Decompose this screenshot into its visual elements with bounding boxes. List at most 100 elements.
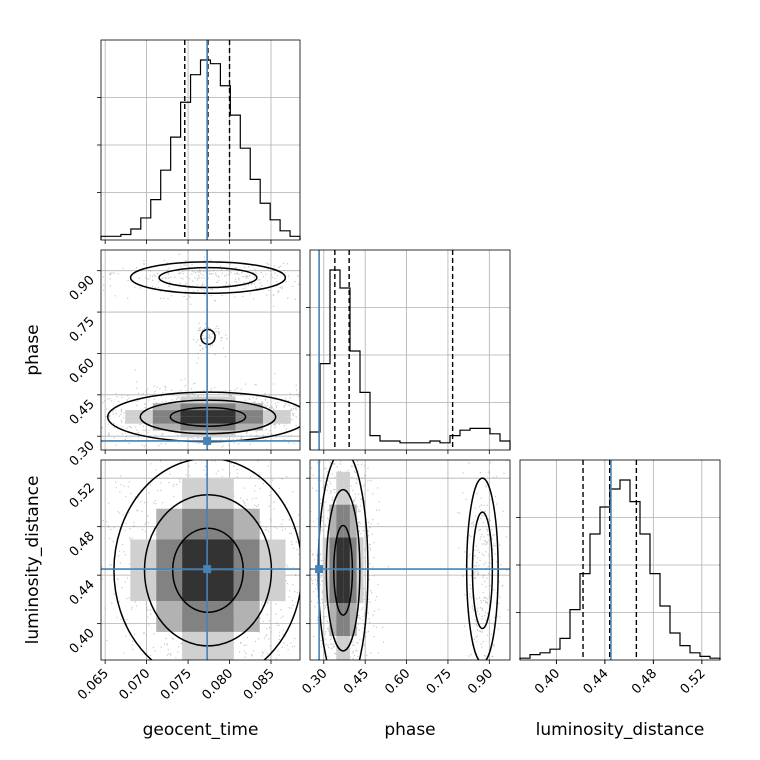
density-cell bbox=[235, 403, 264, 411]
contour-01-1-0 bbox=[158, 266, 258, 289]
density-cell bbox=[152, 403, 181, 411]
density-cell bbox=[207, 631, 234, 660]
density-cell bbox=[180, 416, 208, 424]
density-cell bbox=[130, 539, 157, 571]
density-cell bbox=[343, 636, 350, 660]
density-cell bbox=[343, 504, 350, 538]
density-cell bbox=[180, 423, 208, 431]
panel-12-frame bbox=[309, 459, 511, 661]
density-cell bbox=[182, 601, 208, 632]
density-cell bbox=[207, 539, 234, 571]
panel-02-frame bbox=[100, 459, 301, 661]
density-cell bbox=[259, 539, 286, 571]
truth-marker-12 bbox=[315, 565, 324, 574]
ytick-label-phase-4: 0.90 bbox=[67, 273, 98, 304]
contour-01-0-1 bbox=[139, 399, 277, 435]
density-cell bbox=[349, 603, 357, 637]
density-cell bbox=[152, 410, 181, 417]
xtick-label-luminosity_distance-2: 0.48 bbox=[629, 666, 660, 697]
density-cell bbox=[182, 570, 208, 602]
contour-02-0-0 bbox=[171, 527, 244, 614]
xtick-label-geocent_time-1: 0.070 bbox=[117, 666, 154, 703]
density-cell bbox=[207, 508, 234, 540]
xtick-label-phase-2: 0.60 bbox=[382, 666, 413, 697]
hist-phase-frame bbox=[309, 249, 511, 451]
panel-geocent_time-vs-phase bbox=[100, 249, 301, 451]
contour-12-1-0 bbox=[471, 511, 494, 630]
xtick-label-geocent_time-0: 0.065 bbox=[75, 666, 112, 703]
panel-content-01 bbox=[101, 250, 300, 450]
xtick-label-phase-1: 0.45 bbox=[341, 666, 372, 697]
density-cell bbox=[336, 570, 344, 604]
density-cell bbox=[343, 570, 350, 604]
panel-01-frame bbox=[100, 249, 301, 451]
density-cell bbox=[336, 504, 344, 538]
scatter-points-01 bbox=[101, 250, 300, 450]
density-cell bbox=[259, 570, 286, 602]
density-cell bbox=[180, 403, 208, 411]
density-cell bbox=[263, 410, 291, 417]
density-cell bbox=[156, 508, 183, 540]
density-cell bbox=[207, 410, 236, 417]
ytick-label-luminosity_distance-3: 0.52 bbox=[67, 480, 98, 511]
xtick-label-phase-3: 0.75 bbox=[424, 666, 455, 697]
density-cell bbox=[182, 631, 208, 660]
contour-01-0-0 bbox=[169, 406, 247, 427]
density-cell bbox=[343, 603, 350, 637]
density-cell bbox=[207, 423, 236, 431]
truth-marker-01 bbox=[203, 436, 212, 445]
xtick-label-phase-0: 0.30 bbox=[300, 666, 331, 697]
density-cell bbox=[263, 416, 291, 424]
density-cell bbox=[152, 416, 181, 424]
density-cell bbox=[329, 504, 337, 538]
density-cell bbox=[182, 477, 208, 509]
ytick-label-phase-3: 0.75 bbox=[67, 314, 98, 345]
hist-geocent_time-frame bbox=[100, 39, 301, 241]
contour-02-0-2 bbox=[113, 460, 300, 660]
density-cell bbox=[336, 471, 344, 505]
density-cell bbox=[152, 423, 181, 431]
ytick-label-phase-0: 0.30 bbox=[67, 438, 98, 469]
density-cell bbox=[182, 508, 208, 540]
density-cell bbox=[329, 603, 337, 637]
contour-12-1-1 bbox=[465, 477, 499, 660]
density-cell bbox=[343, 537, 350, 571]
ytick-label-luminosity_distance-0: 0.40 bbox=[67, 626, 98, 657]
density-cell bbox=[207, 570, 234, 602]
xlabel-luminosity_distance: luminosity_distance bbox=[536, 720, 705, 740]
xtick-label-geocent_time-2: 0.075 bbox=[158, 666, 195, 703]
contour-01-1-1 bbox=[129, 261, 287, 295]
density-cell bbox=[233, 570, 260, 602]
xtick-label-geocent_time-4: 0.085 bbox=[241, 666, 278, 703]
density-cell bbox=[180, 410, 208, 417]
density-cell bbox=[130, 570, 157, 602]
panel-content-12 bbox=[310, 460, 510, 660]
density-cell bbox=[207, 416, 236, 424]
hist-panel-luminosity_distance bbox=[516, 459, 721, 661]
density-cell bbox=[233, 508, 260, 540]
density-cell bbox=[235, 416, 264, 424]
histogram-geocent_time bbox=[100, 59, 301, 240]
hist-luminosity_distance-frame bbox=[519, 459, 721, 661]
density-cell bbox=[233, 539, 260, 571]
hist-panel-phase bbox=[306, 249, 511, 451]
density-cell bbox=[125, 410, 153, 417]
xtick-label-phase-4: 0.90 bbox=[465, 666, 496, 697]
contour-12-0-1 bbox=[325, 488, 361, 652]
xtick-label-geocent_time-3: 0.080 bbox=[199, 666, 236, 703]
density-cell bbox=[336, 537, 344, 571]
density-cell bbox=[329, 570, 337, 604]
density-cell bbox=[235, 423, 264, 431]
xtick-label-luminosity_distance-0: 0.40 bbox=[532, 666, 563, 697]
ylabel-luminosity_distance: luminosity_distance bbox=[23, 476, 43, 645]
density-cell bbox=[235, 410, 264, 417]
hist-panel-geocent_time bbox=[97, 39, 301, 241]
truth-marker-02 bbox=[203, 565, 212, 574]
density-cell bbox=[336, 603, 344, 637]
ytick-label-luminosity_distance-1: 0.44 bbox=[67, 577, 98, 608]
xlabel-phase: phase bbox=[384, 720, 435, 740]
density-cell bbox=[329, 537, 337, 571]
density-cell bbox=[125, 416, 153, 424]
panel-content-02 bbox=[101, 460, 300, 660]
